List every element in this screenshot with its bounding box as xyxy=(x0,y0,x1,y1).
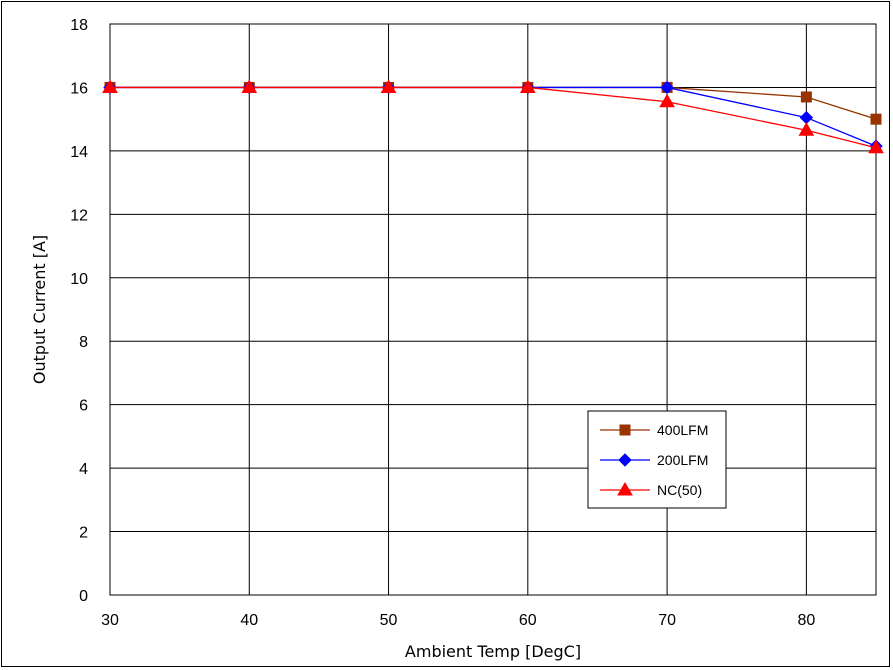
data-point xyxy=(660,80,674,95)
legend-marker xyxy=(617,482,633,496)
data-point xyxy=(798,122,815,136)
series-nc-50 xyxy=(102,79,884,154)
y-tick-label: 14 xyxy=(70,144,88,161)
y-axis-label: Output Current [A] xyxy=(30,235,49,384)
legend-item: 200LFM xyxy=(600,452,708,468)
y-tick-label: 6 xyxy=(79,398,88,415)
legend-item: 400LFM xyxy=(600,422,708,438)
x-tick-label: 80 xyxy=(797,612,815,629)
legend-label: NC(50) xyxy=(657,482,702,498)
y-tick-labels: 0 2 4 6 8 10 12 14 16 18 xyxy=(70,17,88,605)
plot-area xyxy=(109,23,877,596)
data-point xyxy=(380,79,397,93)
y-tick-label: 18 xyxy=(70,17,88,34)
data-point xyxy=(800,91,812,103)
data-point xyxy=(519,79,536,93)
legend-label: 200LFM xyxy=(657,452,708,468)
legend-marker xyxy=(619,424,631,436)
data-point xyxy=(102,79,118,93)
legend: 400LFM 200LFM NC(50) xyxy=(587,410,727,509)
data-point xyxy=(870,113,882,125)
series-group xyxy=(102,79,884,154)
y-tick-label: 0 xyxy=(79,588,88,605)
y-tick-label: 4 xyxy=(79,461,88,478)
x-tick-label: 40 xyxy=(240,612,258,629)
legend-label: 400LFM xyxy=(657,422,708,438)
x-tick-labels: 30 40 50 60 70 80 xyxy=(101,612,815,629)
x-tick-label: 30 xyxy=(101,612,119,629)
data-point xyxy=(868,139,884,154)
x-tick-label: 50 xyxy=(380,612,398,629)
x-tick-label: 60 xyxy=(519,612,537,629)
y-tick-label: 2 xyxy=(79,525,88,542)
y-tick-label: 16 xyxy=(70,80,88,97)
legend-marker xyxy=(618,453,632,467)
legend-item: NC(50) xyxy=(600,482,702,498)
y-tick-label: 8 xyxy=(79,334,88,351)
y-tick-label: 12 xyxy=(70,207,88,224)
data-point xyxy=(241,79,258,93)
x-axis-label: Ambient Temp [DegC] xyxy=(405,642,581,661)
x-tick-label: 70 xyxy=(658,612,676,629)
data-point xyxy=(659,93,675,108)
y-tick-label: 10 xyxy=(70,271,88,288)
